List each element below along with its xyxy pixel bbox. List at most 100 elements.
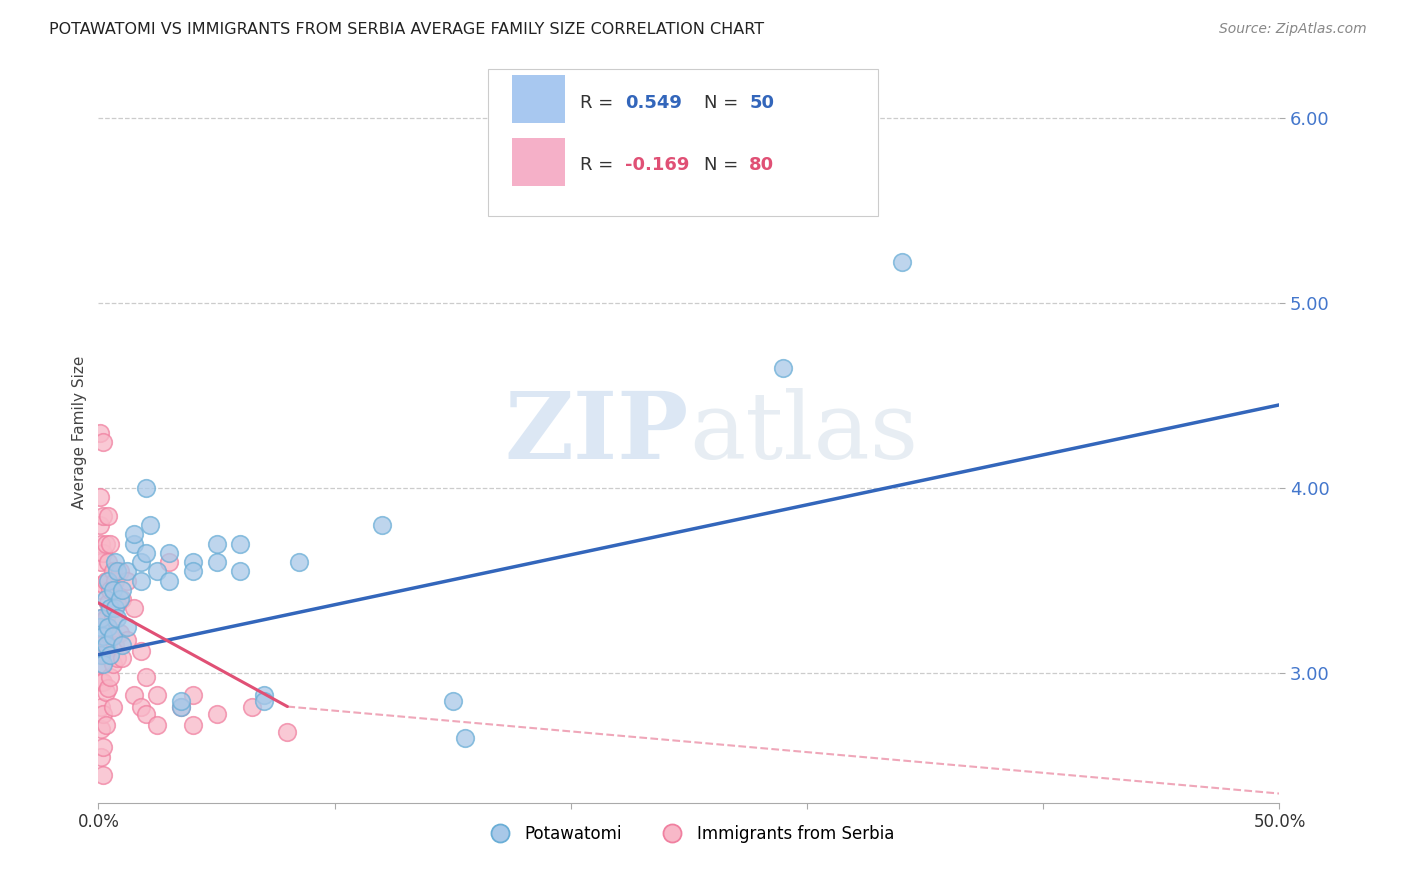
FancyBboxPatch shape — [512, 75, 565, 123]
Point — [122, 527, 145, 541]
Text: 80: 80 — [749, 156, 775, 175]
Text: ZIP: ZIP — [505, 388, 689, 477]
Text: 0.549: 0.549 — [626, 94, 682, 112]
Point — [170, 699, 193, 714]
Point — [129, 644, 152, 658]
Point — [101, 699, 124, 714]
Point — [890, 255, 912, 269]
Point — [94, 611, 117, 625]
Point — [90, 555, 112, 569]
Point — [90, 675, 112, 690]
Point — [90, 639, 112, 653]
Point — [89, 425, 111, 440]
Point — [253, 694, 276, 708]
Point — [135, 546, 157, 560]
Point — [441, 694, 464, 708]
Point — [90, 611, 112, 625]
Point — [108, 592, 131, 607]
Point — [135, 670, 157, 684]
Point — [89, 518, 111, 533]
Point — [98, 536, 121, 550]
Point — [97, 555, 120, 569]
Point — [91, 706, 114, 721]
Point — [108, 565, 131, 579]
Point — [453, 731, 475, 745]
Point — [146, 565, 169, 579]
Point — [115, 632, 138, 647]
Point — [371, 518, 394, 533]
Point — [91, 768, 114, 782]
Point — [91, 657, 114, 671]
Point — [111, 592, 134, 607]
Point — [146, 689, 169, 703]
Text: -0.169: -0.169 — [626, 156, 689, 175]
Point — [90, 648, 112, 662]
Text: R =: R = — [581, 156, 619, 175]
Point — [98, 582, 121, 597]
Y-axis label: Average Family Size: Average Family Size — [72, 356, 87, 509]
Point — [181, 689, 204, 703]
Point — [276, 725, 298, 739]
Point — [94, 685, 117, 699]
Point — [98, 629, 121, 643]
Point — [101, 629, 124, 643]
Text: N =: N = — [704, 156, 744, 175]
Point — [181, 565, 204, 579]
Point — [135, 706, 157, 721]
Point — [122, 689, 145, 703]
Point — [97, 596, 120, 610]
Text: POTAWATOMI VS IMMIGRANTS FROM SERBIA AVERAGE FAMILY SIZE CORRELATION CHART: POTAWATOMI VS IMMIGRANTS FROM SERBIA AVE… — [49, 22, 765, 37]
Point — [91, 434, 114, 449]
Point — [122, 536, 145, 550]
Point — [91, 508, 114, 523]
Point — [98, 648, 121, 662]
Point — [94, 648, 117, 662]
Text: 50: 50 — [749, 94, 775, 112]
Point — [91, 648, 114, 662]
Point — [94, 718, 117, 732]
Point — [253, 689, 276, 703]
Point — [98, 670, 121, 684]
Point — [129, 555, 152, 569]
Point — [104, 639, 127, 653]
Text: Source: ZipAtlas.com: Source: ZipAtlas.com — [1219, 22, 1367, 37]
Point — [229, 565, 252, 579]
Point — [122, 601, 145, 615]
Point — [97, 574, 120, 588]
Point — [108, 625, 131, 640]
Point — [105, 651, 128, 665]
Point — [115, 620, 138, 634]
Point — [101, 565, 124, 579]
Point — [104, 555, 127, 569]
Point — [94, 592, 117, 607]
Point — [129, 699, 152, 714]
Point — [90, 657, 112, 671]
Point — [170, 694, 193, 708]
Point — [157, 574, 180, 588]
Point — [170, 699, 193, 714]
Point — [91, 629, 114, 643]
Point — [91, 615, 114, 629]
Point — [772, 360, 794, 375]
Point — [111, 651, 134, 665]
Point — [240, 699, 263, 714]
Point — [115, 574, 138, 588]
Point — [94, 574, 117, 588]
Point — [90, 699, 112, 714]
Point — [111, 639, 134, 653]
Point — [94, 639, 117, 653]
Point — [105, 596, 128, 610]
Point — [104, 574, 127, 588]
Point — [94, 536, 117, 550]
Point — [90, 536, 112, 550]
Point — [101, 611, 124, 625]
Point — [157, 555, 180, 569]
Point — [205, 536, 228, 550]
Point — [139, 518, 162, 533]
Point — [101, 657, 124, 671]
Point — [146, 718, 169, 732]
Point — [101, 582, 124, 597]
Point — [91, 740, 114, 755]
Point — [90, 582, 112, 597]
Text: N =: N = — [704, 94, 744, 112]
